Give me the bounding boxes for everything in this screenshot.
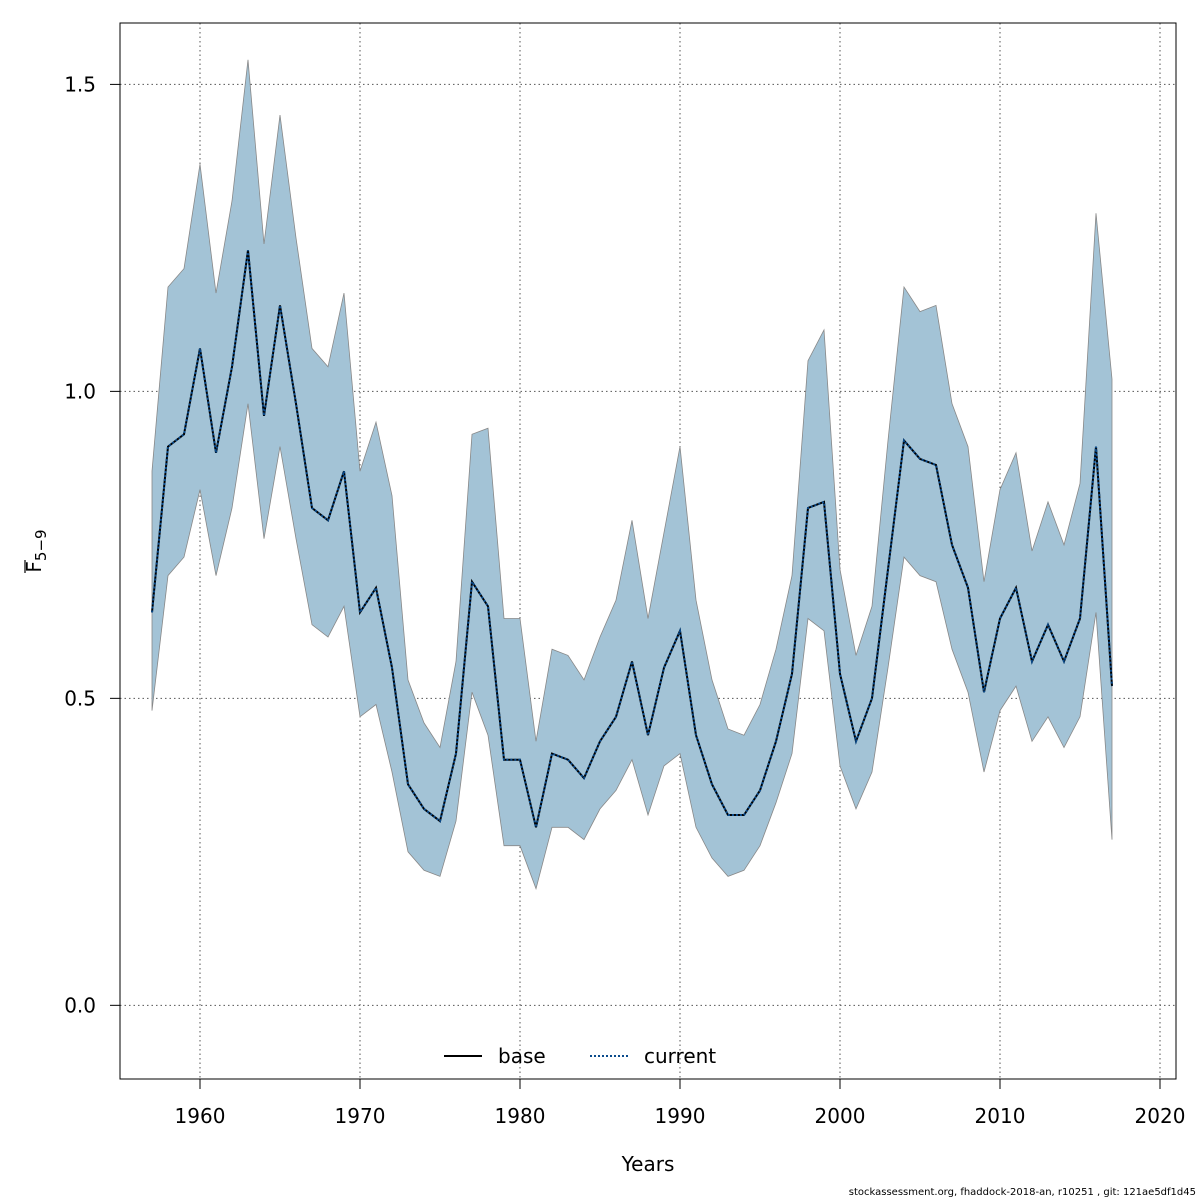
- x-tick-label: 1980: [495, 1104, 546, 1128]
- x-tick-label: 1960: [175, 1104, 226, 1128]
- x-axis: 1960 1970 1980 1990 2000 2010 2020: [175, 1078, 1186, 1128]
- y-axis-title-main: F: [22, 561, 46, 573]
- confidence-band: [151, 59, 1113, 891]
- svg-text:F5−9: F5−9: [22, 529, 50, 572]
- y-axis-title: F5−9: [22, 529, 50, 573]
- legend-label-current: current: [644, 1044, 716, 1068]
- x-tick-label: 2000: [815, 1104, 866, 1128]
- x-axis-title: Years: [621, 1152, 675, 1176]
- series-line-current: [151, 250, 1113, 828]
- x-tick-label: 2020: [1135, 1104, 1186, 1128]
- legend-label-base: base: [498, 1044, 546, 1068]
- y-axis-title-subscript: 5−9: [32, 529, 50, 561]
- y-tick-label: 1.5: [64, 72, 96, 96]
- y-tick-label: 0.5: [64, 686, 96, 710]
- y-axis: 0.0 0.5 1.0 1.5: [64, 72, 121, 1017]
- y-tick-label: 0.0: [64, 993, 96, 1017]
- legend: base current: [444, 1044, 716, 1068]
- x-tick-label: 1970: [335, 1104, 386, 1128]
- footer-text: stockassessment.org, fhaddock-2018-an, r…: [848, 1187, 1196, 1198]
- x-tick-label: 2010: [975, 1104, 1026, 1128]
- x-tick-label: 1990: [655, 1104, 706, 1128]
- series-lines: [151, 250, 1113, 828]
- y-tick-label: 1.0: [64, 379, 96, 403]
